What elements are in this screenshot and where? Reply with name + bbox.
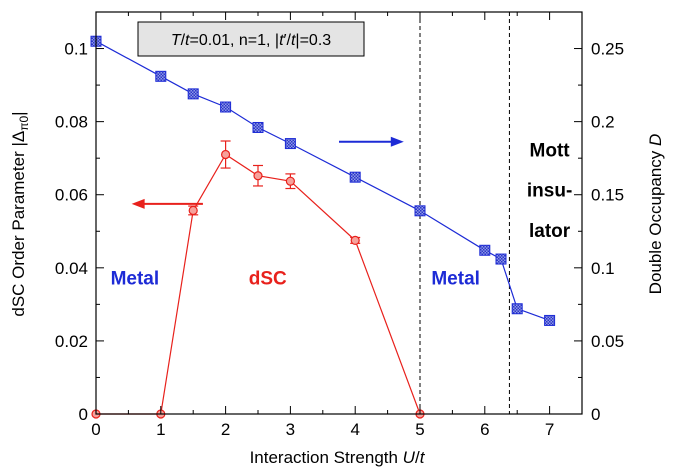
data-point-square [511,303,523,315]
data-point-square [479,244,491,256]
y-left-tick-label: 0.1 [64,40,88,59]
parameter-box-text: T/t=0.01, n=1, |t′/t|=0.3 [171,32,331,49]
data-point-circle [253,171,263,181]
arrow-head [131,198,145,209]
data-point-circle [285,176,295,186]
y-right-tick-label: 0 [591,405,600,424]
parameter-box: T/t=0.01, n=1, |t′/t|=0.3 [137,21,365,57]
data-point-square [155,70,167,82]
x-tick-label: 1 [156,420,165,439]
y-right-tick-label: 0.1 [591,259,615,278]
x-tick-label: 2 [221,420,230,439]
y-axis-left-title: dSC Order Parameter |Δπ0| [9,111,31,316]
data-point-square [349,171,361,183]
region-label: lator [529,221,571,242]
series-line-0 [96,153,421,415]
y-left-tick-label: 0.08 [55,113,88,132]
series-layer [90,35,556,419]
x-tick-label: 3 [286,420,295,439]
series-line-1 [95,40,550,321]
region-label: Mott [530,140,571,161]
y-left-tick-label: 0 [79,405,88,424]
y-axis-right-title: Double Occupancy D [646,134,665,295]
data-point-square [284,138,296,150]
y-left-tick-label: 0.02 [55,332,88,351]
data-point-square [252,121,264,133]
region-label: insu- [527,181,572,202]
region-label: Metal [431,268,480,289]
region-label: Metal [111,268,160,289]
x-tick-label: 7 [545,420,554,439]
x-tick-label: 5 [415,420,424,439]
y-right-tick-label: 0.05 [591,332,624,351]
x-tick-label: 0 [91,420,100,439]
y-left-tick-label: 0.06 [55,186,88,205]
parameter-box-frame [137,21,365,57]
region-label: dSC [249,268,287,289]
plot-frame [95,11,583,415]
arrow-head [390,136,404,147]
data-point-square [220,101,232,113]
data-point-square [187,88,199,100]
y-left-tick-label: 0.04 [55,259,88,278]
data-point-circle [350,235,360,246]
guide-lines [419,12,510,414]
data-point-square [544,314,556,326]
x-tick-label: 4 [350,420,359,439]
x-tick-label: 6 [480,420,489,439]
data-point-square [495,253,507,265]
x-axis-title: Interaction Strength U/t [250,448,426,467]
axes-layer: 0 1 2 3 4 5 6 7 0 0.02 0.04 0.06 0.08 0.1 0 0.05 0.1 0.15… [55,11,624,439]
annotations-layer: Metal dSC Metal Mott insu-lator [111,136,572,289]
data-point-square [414,205,426,217]
data-point-circle [221,149,231,160]
y-right-tick-label: 0.2 [591,113,615,132]
data-point-circle [188,205,198,216]
y-right-tick-label: 0.25 [591,40,624,59]
y-right-tick-label: 0.15 [591,186,624,205]
